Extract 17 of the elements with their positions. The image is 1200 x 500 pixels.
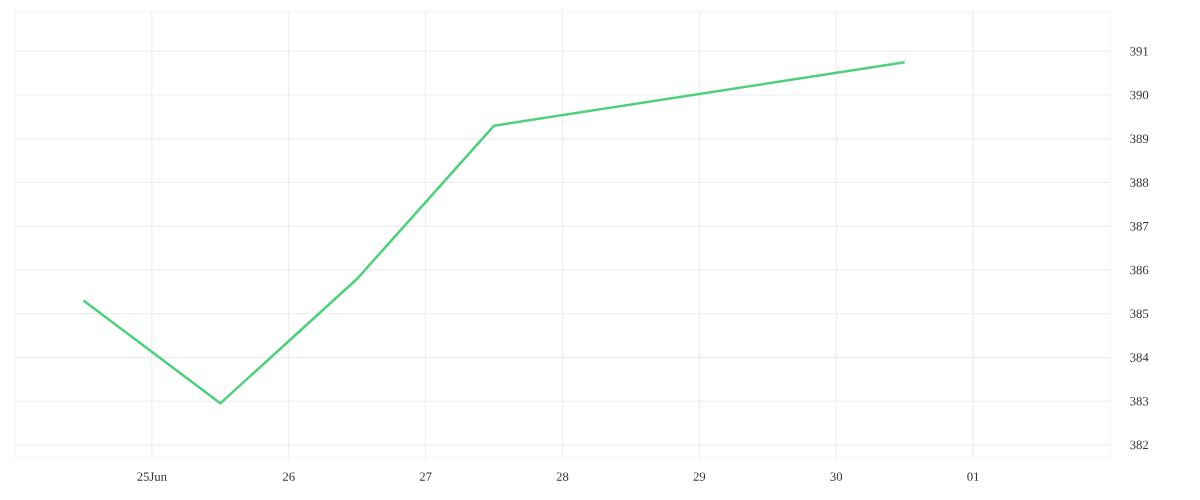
y-tick-label: 382: [1130, 440, 1149, 450]
x-tick-label: 30: [830, 472, 843, 481]
x-tick-label: 27: [419, 472, 432, 481]
y-tick-label: 386: [1130, 265, 1149, 275]
y-tick-label: 389: [1130, 134, 1149, 144]
x-tick-label: 29: [693, 472, 706, 481]
x-tick-label: 26: [282, 472, 295, 481]
y-tick-label: 383: [1130, 396, 1149, 406]
y-tick-label: 387: [1130, 221, 1149, 231]
x-tick-label: 01: [967, 472, 979, 481]
y-tick-label: 388: [1130, 178, 1149, 187]
y-tick-label: 390: [1130, 90, 1149, 100]
y-tick-label: 384: [1130, 353, 1149, 362]
y-tick-label: 391: [1130, 47, 1148, 56]
y-tick-label: 385: [1130, 309, 1149, 318]
x-tick-label: 28: [556, 472, 569, 481]
x-tick-label: 25Jun: [137, 472, 167, 481]
